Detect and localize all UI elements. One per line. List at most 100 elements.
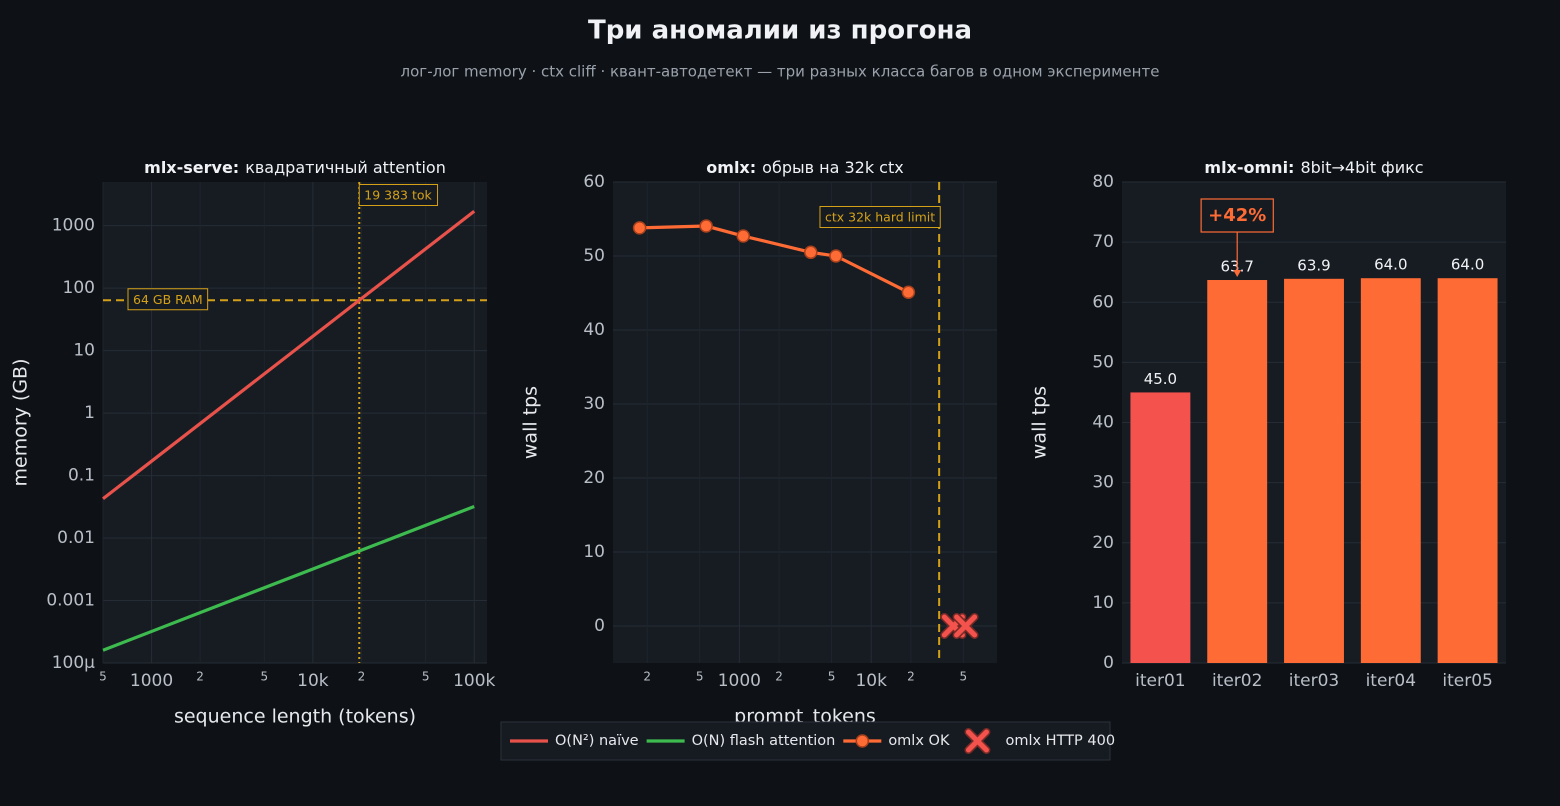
- x-tick-label: iter01: [1135, 671, 1185, 691]
- x-tick-label: 2: [358, 670, 366, 684]
- series-line: [639, 224, 910, 294]
- annotation-label: 64 GB RAM: [133, 292, 203, 307]
- annotation-box: [1200, 198, 1274, 233]
- x-marker: [964, 728, 991, 754]
- panel-title-bold: mlx-serve:: [144, 158, 239, 177]
- y-tick-label: 0.01: [57, 528, 95, 548]
- x-tick-label: 5: [261, 670, 269, 684]
- annotation-box: [127, 288, 209, 311]
- page-title: Три аномалии из прогона: [588, 16, 972, 46]
- x-tick-label: 2: [643, 670, 651, 684]
- x-marker-core: [954, 614, 978, 638]
- panel-title: omlx: обрыв на 32k ctx: [706, 158, 903, 177]
- y-tick-label: 0: [1103, 653, 1114, 673]
- legend-label: omlx OK: [888, 733, 950, 749]
- legend-label: O(N²) naïve: [555, 733, 639, 749]
- y-tick-label: 40: [583, 320, 605, 340]
- series-line: [102, 209, 476, 500]
- panel-title: mlx-omni: 8bit→4bit фикс: [1204, 158, 1423, 177]
- y-tick-label: 1: [84, 403, 95, 423]
- x-tick-label: iter04: [1366, 671, 1416, 691]
- y-tick-label: 10: [73, 341, 95, 361]
- y-tick-label: 100: [63, 278, 95, 298]
- y-tick-label: 10: [1092, 593, 1114, 613]
- x-marker: [952, 613, 979, 639]
- x-tick-label: 100k: [453, 671, 495, 691]
- legend-point: [855, 734, 870, 748]
- x-tick-label: 5: [99, 670, 107, 684]
- annotation-label: +42%: [1208, 205, 1266, 226]
- panel-title-text: обрыв на 32k ctx: [762, 158, 904, 177]
- y-tick-label: 0: [594, 616, 605, 636]
- series-point: [804, 245, 818, 260]
- annotation-label: ctx 32k hard limit: [825, 210, 935, 225]
- bar: [1437, 278, 1498, 663]
- x-tick-label: 1000: [130, 671, 173, 691]
- bar-value-label: 64.0: [1374, 256, 1407, 274]
- panel-title-bold: omlx:: [706, 158, 756, 177]
- bar: [1284, 278, 1344, 663]
- bar: [1207, 280, 1268, 663]
- y-tick-label: 30: [583, 394, 605, 414]
- y-tick-label: 60: [583, 172, 605, 192]
- y-tick-label: 1000: [52, 216, 95, 236]
- x-tick-label: 5: [828, 670, 836, 684]
- annotation-box: [819, 206, 941, 228]
- plot-area: [103, 182, 487, 663]
- panel-title-text: 8bit→4bit фикс: [1300, 158, 1423, 177]
- series-point: [829, 249, 843, 263]
- x-tick-label: 5: [960, 670, 968, 684]
- x-tick-label: 10k: [855, 671, 887, 691]
- y-tick-label: 10: [583, 542, 605, 562]
- plot-area: [613, 182, 997, 663]
- y-axis-label: memory (GB): [10, 358, 32, 486]
- y-tick-label: 0.1: [68, 466, 95, 486]
- y-tick-label: 40: [1092, 413, 1114, 433]
- series-point: [699, 219, 713, 233]
- x-tick-label: iter02: [1212, 671, 1262, 691]
- legend: [500, 721, 1111, 761]
- page-subtitle: лог-лог memory · ctx cliff · квант-автод…: [401, 63, 1160, 81]
- bar-value-label: 63.9: [1297, 256, 1330, 274]
- y-tick-label: 50: [583, 246, 605, 266]
- y-tick-label: 20: [1092, 533, 1114, 553]
- series-line: [102, 504, 475, 652]
- x-tick-label: iter03: [1289, 671, 1339, 691]
- y-tick-label: 80: [1092, 172, 1114, 192]
- bar-value-label: 64.0: [1451, 256, 1484, 274]
- x-axis-label: sequence length (tokens): [174, 706, 416, 728]
- series-point: [632, 221, 647, 235]
- y-tick-label: 60: [1092, 292, 1114, 312]
- panel-title-bold: mlx-omni:: [1204, 158, 1294, 177]
- x-tick-label: 2: [907, 670, 915, 684]
- x-marker-core: [965, 729, 989, 753]
- annotation-arrowhead: [1233, 270, 1242, 278]
- series-point: [901, 285, 916, 300]
- x-tick-label: iter05: [1442, 671, 1492, 691]
- bar-value-label: 45.0: [1144, 370, 1177, 388]
- annotation-label: 19 383 tok: [364, 188, 432, 203]
- y-tick-label: 50: [1092, 352, 1114, 372]
- x-tick-label: 5: [422, 670, 430, 684]
- x-tick-label: 1000: [718, 671, 761, 691]
- bar: [1130, 392, 1191, 663]
- panel-title-text: квадратичный attention: [245, 158, 446, 177]
- x-tick-label: 2: [196, 670, 204, 684]
- y-tick-label: 30: [1092, 473, 1114, 493]
- x-tick-label: 10k: [297, 671, 329, 691]
- y-axis-label: wall tps: [520, 386, 542, 459]
- bar: [1360, 278, 1421, 663]
- y-tick-label: 70: [1092, 232, 1114, 252]
- y-tick-label: 0.001: [46, 591, 95, 611]
- legend-label: omlx HTTP 400: [1005, 733, 1115, 749]
- panel-title: mlx-serve: квадратичный attention: [144, 158, 446, 177]
- annotation-box: [358, 184, 439, 206]
- x-tick-label: 5: [696, 670, 704, 684]
- x-tick-label: 2: [775, 670, 783, 684]
- y-tick-label: 100µ: [52, 653, 95, 673]
- y-axis-label: wall tps: [1029, 386, 1051, 459]
- series-point: [736, 229, 750, 243]
- legend-label: O(N) flash attention: [692, 733, 836, 749]
- y-tick-label: 20: [583, 468, 605, 488]
